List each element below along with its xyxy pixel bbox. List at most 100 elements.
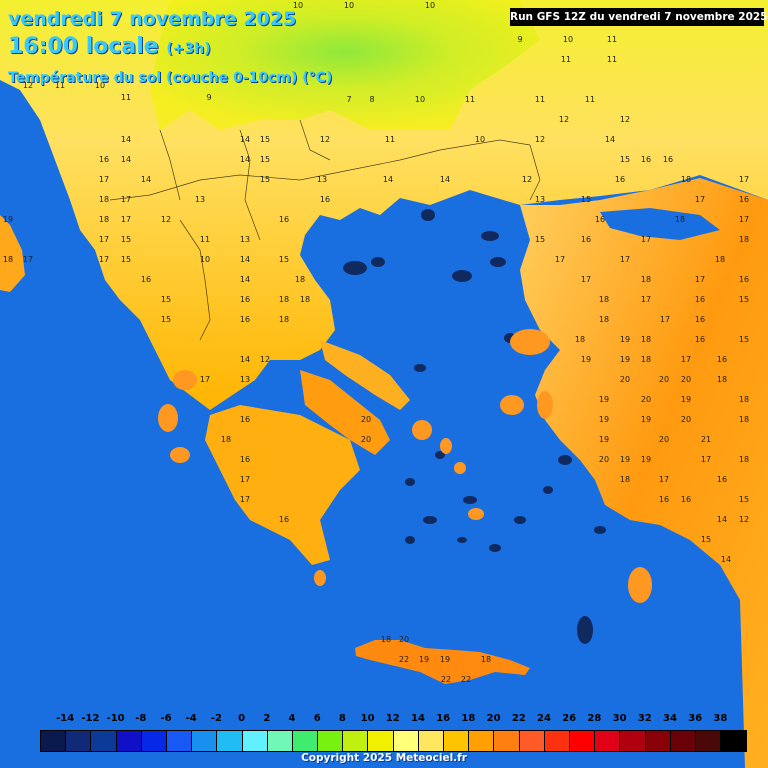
scale-tick-label: -12 (81, 713, 100, 724)
temperature-value: 18 (279, 295, 289, 304)
temperature-value: 18 (279, 315, 289, 324)
temperature-value: 13 (240, 235, 250, 244)
scale-tick-label: 20 (486, 713, 501, 724)
temperature-value: 20 (681, 415, 691, 424)
temperature-value: 15 (701, 535, 711, 544)
temperature-value: 16 (581, 235, 591, 244)
temperature-value: 11 (55, 81, 65, 90)
temperature-value: 14 (240, 355, 250, 364)
scale-tick-label: 32 (637, 713, 652, 724)
scale-tick-label: 14 (411, 713, 425, 724)
scale-tick-label: 30 (612, 713, 627, 724)
marmara-sea (600, 208, 720, 240)
scale-swatch (469, 731, 495, 751)
temperature-value: 14 (121, 155, 131, 164)
scale-tick-label: 24 (537, 713, 551, 724)
temperature-value: 15 (121, 235, 131, 244)
parameter-title: Température du sol (couche 0-10cm) (°C) (8, 70, 333, 86)
scale-tick-label: 38 (713, 713, 728, 724)
temperature-value: 12 (161, 215, 171, 224)
temperature-value: 15 (739, 495, 749, 504)
temperature-value: 14 (605, 135, 615, 144)
temperature-value: 17 (121, 215, 131, 224)
utc-offset: (+3h) (166, 41, 211, 57)
temperature-value: 20 (659, 375, 669, 384)
temperature-value: 15 (260, 155, 270, 164)
temperature-value: 18 (381, 635, 391, 644)
temperature-value: 13 (240, 375, 250, 384)
temperature-value: 9 (517, 35, 522, 44)
temperature-value: 22 (441, 675, 451, 684)
temperature-value: 10 (425, 1, 435, 10)
scale-tick-label: 36 (688, 713, 703, 724)
time-title: 16:00 locale (+3h) (8, 34, 211, 59)
scale-tick-label: 4 (288, 713, 296, 724)
temperature-value: 18 (575, 335, 585, 344)
temperature-value: 17 (240, 475, 250, 484)
scale-tick-label: 34 (663, 713, 677, 724)
scale-swatch (66, 731, 92, 751)
temperature-value: 11 (607, 55, 617, 64)
scale-swatch (645, 731, 671, 751)
temperature-value: 15 (161, 315, 171, 324)
temperature-value: 18 (681, 175, 691, 184)
temperature-value: 19 (440, 655, 450, 664)
peloponnese-land (205, 405, 360, 565)
temperature-value: 16 (240, 295, 250, 304)
temperature-value: 11 (385, 135, 395, 144)
temperature-value: 22 (399, 655, 409, 664)
temperature-value: 14 (440, 175, 450, 184)
temperature-value: 11 (561, 55, 571, 64)
scale-tick-label: -4 (185, 713, 197, 724)
scale-swatch (41, 731, 67, 751)
temperature-value: 18 (717, 375, 727, 384)
temperature-value: 20 (681, 375, 691, 384)
temperature-value: 20 (659, 435, 669, 444)
scale-swatch (519, 731, 545, 751)
temperature-value: 17 (240, 495, 250, 504)
temperature-value: 16 (595, 215, 605, 224)
scale-swatch (292, 731, 319, 751)
temperature-value: 22 (461, 675, 471, 684)
temperature-value: 19 (599, 415, 609, 424)
scale-swatch (444, 731, 470, 751)
scale-tick-label: -2 (210, 713, 222, 724)
scale-swatch (721, 731, 747, 751)
temperature-value: 16 (681, 495, 691, 504)
temperature-value: 17 (99, 235, 109, 244)
scale-tick-label: 18 (461, 713, 476, 724)
temperature-value: 18 (300, 295, 310, 304)
scale-swatch (544, 731, 570, 751)
temperature-value: 18 (295, 275, 305, 284)
scale-tick-label: 0 (238, 713, 246, 724)
temperature-value: 17 (681, 355, 691, 364)
temperature-value: 18 (739, 455, 749, 464)
temperature-value: 17 (701, 455, 711, 464)
scale-swatch (695, 731, 722, 751)
scale-swatch (116, 731, 142, 751)
temperature-value: 16 (659, 495, 669, 504)
temperature-value: 19 (620, 335, 630, 344)
turkey-land (520, 178, 768, 768)
temperature-value: 18 (620, 475, 630, 484)
temperature-value: 17 (660, 315, 670, 324)
temperature-value: 10 (200, 255, 210, 264)
temperature-value: 20 (399, 635, 409, 644)
temperature-value: 16 (695, 335, 705, 344)
temperature-value: 16 (99, 155, 109, 164)
temperature-value: 15 (581, 195, 591, 204)
temperature-value: 7 (346, 95, 351, 104)
scale-swatch (670, 731, 696, 751)
temperature-value: 18 (739, 415, 749, 424)
temperature-value: 15 (260, 135, 270, 144)
temperature-value: 10 (344, 1, 354, 10)
temperature-value: 10 (95, 81, 105, 90)
temperature-value: 17 (620, 255, 630, 264)
temperature-value: 18 (641, 355, 651, 364)
scale-tick-label: 22 (511, 713, 526, 724)
temperature-value: 12 (522, 175, 532, 184)
scale-swatch (343, 731, 369, 751)
temperature-value: 16 (240, 315, 250, 324)
temperature-value: 16 (279, 215, 289, 224)
